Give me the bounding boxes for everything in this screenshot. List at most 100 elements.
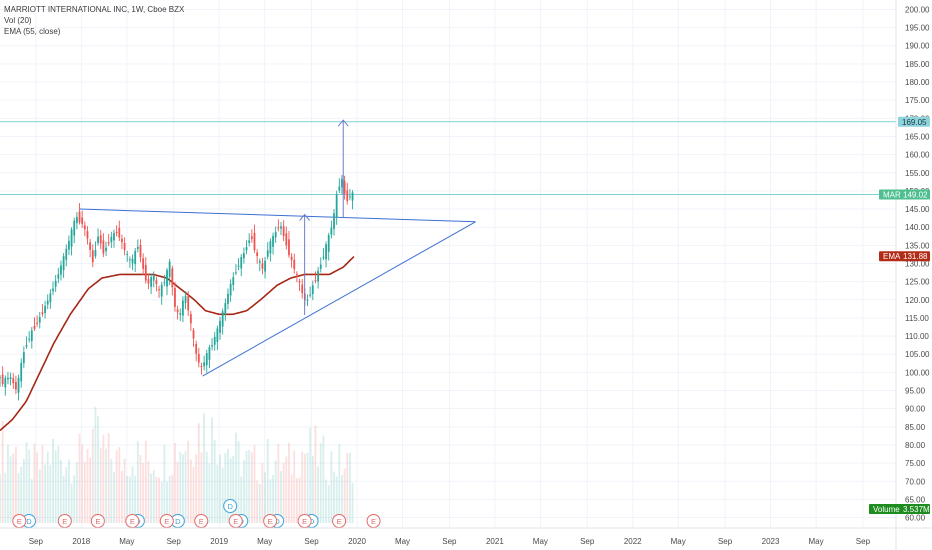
volume-bar <box>179 452 182 523</box>
price-axis[interactable]: 200.00195.00190.00185.00180.00175.00170.… <box>895 0 930 550</box>
candle-body <box>240 257 243 269</box>
price-tick-label: 190.00 <box>905 42 930 51</box>
volume-bar <box>30 479 33 523</box>
volume-bar <box>54 450 57 523</box>
volume-indicator-label[interactable]: Vol (20) <box>4 16 32 25</box>
candle-body <box>338 186 341 191</box>
candle-body <box>36 322 39 324</box>
candle-body <box>155 280 158 284</box>
candle-body <box>295 273 298 275</box>
volume-bar <box>219 454 221 523</box>
price-tick-label: 100.00 <box>905 368 930 377</box>
volume-bar <box>290 474 293 523</box>
volume-bar <box>97 415 99 523</box>
volume-bar <box>46 451 49 523</box>
candle-body <box>341 179 343 188</box>
earnings-marker-letter: E <box>62 517 67 526</box>
volume-bar <box>89 457 92 523</box>
candle-body <box>123 242 126 250</box>
volume-bar <box>102 434 105 523</box>
candle-body <box>4 377 7 388</box>
candle-body <box>264 260 266 272</box>
earnings-marker-letter: E <box>130 517 135 526</box>
price-tick-label: 145.00 <box>905 205 930 214</box>
ema-indicator-label[interactable]: EMA (55, close) <box>4 27 61 36</box>
volume-bar <box>107 432 110 523</box>
time-tick-label: 2019 <box>210 537 228 546</box>
price-badges: 169.05 MAR 149.02 EMA 131.88 Volume 3.53… <box>869 116 930 514</box>
price-tick-label: 175.00 <box>905 96 930 105</box>
candle-body <box>269 241 272 254</box>
candle-body <box>94 249 97 257</box>
volume-bar <box>57 446 60 523</box>
price-tick-label: 65.00 <box>905 495 926 504</box>
volume-bar <box>136 441 139 523</box>
candle-body <box>136 246 139 249</box>
trendlines <box>79 208 476 377</box>
arrow-head <box>299 213 311 221</box>
ema-badge-label: EMA <box>883 252 901 261</box>
volume-bar <box>295 478 298 523</box>
candle-body <box>17 377 20 393</box>
candle-body <box>211 344 213 347</box>
volume-bar <box>200 452 203 523</box>
volume-bar <box>282 462 285 523</box>
chart-legend[interactable]: MARRIOTT INTERNATIONAL INC, 1W, Cboe BZX… <box>4 4 184 37</box>
volume-bar <box>68 459 70 523</box>
candle-body <box>65 248 68 260</box>
candle-body <box>46 300 49 305</box>
event-markers[interactable]: DDDDDDEEEEEEEEEEED <box>12 499 381 528</box>
earnings-marker-letter: E <box>164 517 169 526</box>
mar-badge-label: MAR <box>883 190 901 199</box>
time-axis[interactable]: Sep 2018 May Sep 2019 May Sep 2020 May Sep 2021 May… <box>0 527 932 546</box>
earnings-marker-letter: E <box>17 517 22 526</box>
candle-body <box>73 220 76 236</box>
candle-body <box>57 274 60 279</box>
volume-bar <box>203 413 206 523</box>
volume-bar <box>309 427 312 523</box>
volume-bar <box>78 433 81 523</box>
volume-bar <box>150 473 153 523</box>
volume-bar <box>12 453 15 523</box>
candle-body <box>107 242 110 244</box>
candle-body <box>22 352 25 364</box>
volume-bar <box>65 467 68 523</box>
candle-body <box>298 281 301 283</box>
volume-bar <box>237 441 240 523</box>
volume-bar <box>264 472 266 523</box>
volume-bar <box>62 475 65 523</box>
volume-bar <box>211 417 213 523</box>
volume-bar <box>256 480 259 523</box>
candle-body <box>163 282 166 284</box>
dividend-marker-letter: D <box>309 517 315 526</box>
volume-bar <box>343 468 346 523</box>
price-tick-label: 110.00 <box>905 332 929 341</box>
volume-bar <box>75 462 78 523</box>
volume-bar <box>139 454 142 523</box>
volume-bar <box>73 475 76 523</box>
volume-bar <box>131 466 134 523</box>
price-tick-label: 140.00 <box>905 223 930 232</box>
volume-bar <box>81 444 84 523</box>
candle-body <box>128 259 131 261</box>
candle-body <box>184 295 187 303</box>
price-tick-label: 85.00 <box>905 423 926 432</box>
candle-body <box>75 216 78 224</box>
mar-badge: MAR 149.02 <box>879 189 930 200</box>
time-tick-label: 2023 <box>762 537 780 546</box>
candle-body <box>174 287 176 307</box>
candle-body <box>28 338 31 340</box>
candlesticks <box>0 175 354 401</box>
time-tick-label: Sep <box>442 537 457 546</box>
volume-bar <box>1 420 4 523</box>
candle-body <box>187 296 190 311</box>
volume-bar <box>197 423 200 523</box>
symbol-title[interactable]: MARRIOTT INTERNATIONAL INC, 1W, Cboe BZX <box>4 5 185 14</box>
volume-bar <box>346 452 349 523</box>
candle-body <box>282 226 285 237</box>
candle-body <box>158 289 160 291</box>
volume-bar <box>166 481 168 523</box>
ema-line <box>0 256 355 432</box>
candle-body <box>62 256 65 271</box>
